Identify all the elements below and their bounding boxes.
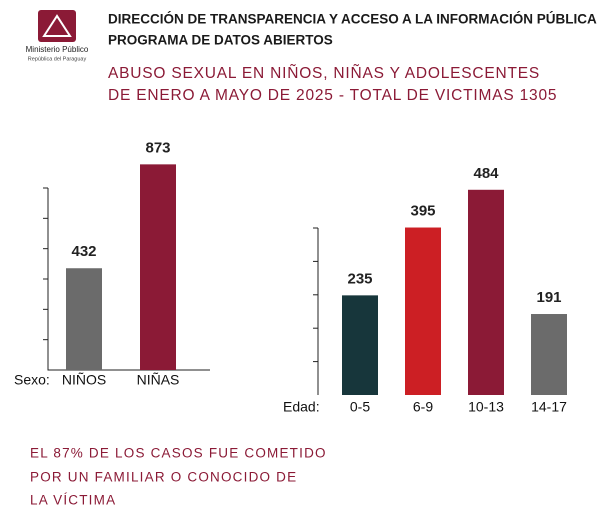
org-country: República del Paraguay [28, 56, 87, 62]
note: POR UN FAMILIAR O CONOCIDO DE [30, 470, 297, 485]
org-name: Ministerio Público [26, 45, 89, 54]
subtitle: DE ENERO A MAYO DE 2025 - TOTAL DE VICTI… [108, 87, 557, 104]
x-tick-label: NIÑOS [62, 372, 106, 388]
x-axis-label: Edad: [283, 399, 320, 415]
logo-emblem [38, 10, 76, 42]
bar [66, 268, 102, 370]
bar [342, 295, 378, 395]
bar [405, 227, 441, 395]
x-tick-label: 0-5 [350, 399, 370, 415]
value-label: 235 [347, 270, 372, 287]
x-axis-label: Sexo: [14, 372, 50, 388]
value-label: 873 [145, 139, 170, 156]
x-tick-label: 14-17 [531, 399, 567, 415]
bar [531, 314, 567, 395]
value-label: 191 [536, 289, 561, 306]
subtitle: ABUSO SEXUAL EN NIÑOS, NIÑAS Y ADOLESCEN… [108, 65, 540, 82]
note: EL 87% DE LOS CASOS FUE COMETIDO [30, 446, 327, 461]
title: DIRECCIÓN DE TRANSPARENCIA Y ACCESO A LA… [108, 12, 597, 27]
note: LA VÍCTIMA [30, 493, 116, 508]
value-label: 432 [71, 243, 96, 260]
x-tick-label: NIÑAS [137, 372, 180, 388]
bar [140, 164, 176, 370]
value-label: 395 [410, 202, 435, 219]
x-tick-label: 10-13 [468, 399, 504, 415]
logo-shape [42, 14, 72, 37]
value-label: 484 [473, 165, 499, 182]
logo [38, 10, 76, 42]
title: PROGRAMA DE DATOS ABIERTOS [108, 33, 333, 48]
bar [468, 189, 504, 395]
x-tick-label: 6-9 [413, 399, 433, 415]
